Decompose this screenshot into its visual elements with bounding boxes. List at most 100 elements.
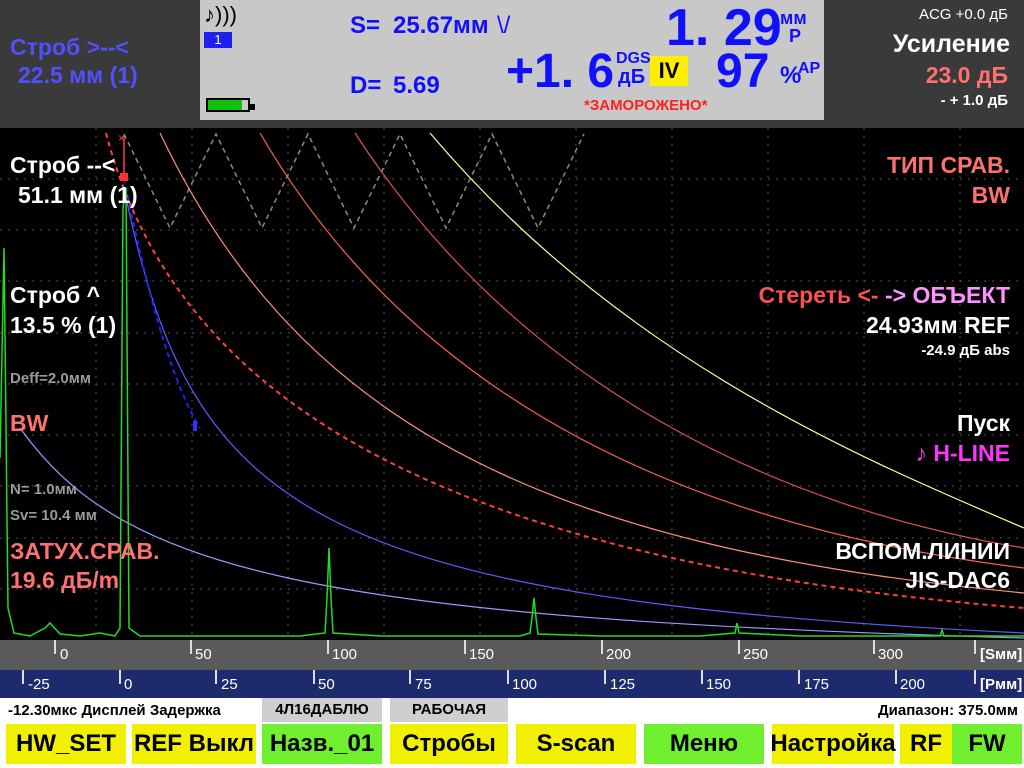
dac-curve-yellow [429,132,1024,529]
r-tick [313,670,315,684]
ref-off-button[interactable]: REF Выкл [132,724,256,764]
dgs-db-unit: дБ [618,66,646,88]
s-arrow: \/ [497,12,511,39]
acg-readout: ACG +0.0 дБ [918,6,1008,23]
s-tick-label: 300 [878,646,904,663]
r-tick [604,670,606,684]
attenuation-value: 19.6 дБ/m [10,567,120,593]
r-unit-label: [Рмм] [980,676,1023,693]
gate-a-label: Строб >--< [10,34,129,60]
s-tick-label: 50 [195,646,212,663]
s-label: S= [350,12,381,39]
sound-icon[interactable]: ♪))) [204,2,237,27]
channel-indicator: 1 [204,32,232,48]
r-tick-label: 25 [221,676,238,693]
r-tick [119,670,121,684]
delay-readout: -12.30мкс Дисплей Задержка [8,702,221,719]
s-tick [464,640,466,654]
s-tick-label: 250 [743,646,769,663]
gate-c-label: Строб ^ [10,282,101,308]
range-readout: Диапазон: 375.0мм [877,702,1018,719]
erase-object-control[interactable]: Стереть <- -> ОБЪЕКТ [758,282,1010,309]
s-tick-label: 200 [606,646,632,663]
rf-button[interactable]: RF [900,724,952,764]
s-distance-scale: 0 50 100 150 200 250 300 [Sмм] [0,640,1024,670]
s-tick [974,640,976,654]
menu-button[interactable]: Меню [644,724,764,764]
r-tick-label: 100 [512,676,538,693]
dac-curve-red-dashed [105,132,1024,609]
bw-label: BW [10,410,49,436]
r-tick [895,670,897,684]
dac-curve-orange [159,132,1024,594]
dgs-value: +1. 6 [506,45,615,98]
amplitude-value: 97 [716,45,770,98]
r-tick-label: -25 [28,676,50,693]
grid-lines [0,128,1024,640]
iv-badge: IV [650,56,688,86]
dac-curve-red-3 [354,132,1024,549]
gates-button[interactable]: Стробы [390,724,508,764]
beam-path-zigzag [123,132,585,230]
ref-abs-readout: -24.9 дБ abs [921,342,1010,359]
r-tick-label: 0 [124,676,133,693]
a-scan-plot[interactable]: × [0,128,1024,640]
s-tick-label: 150 [469,646,495,663]
gain-value[interactable]: 23.0 дБ [925,62,1008,88]
s-scan-button[interactable]: S-scan [516,724,636,764]
r-tick [22,670,24,684]
r-tick [798,670,800,684]
function-key-bar: -12.30мкс Дисплей Задержка 4Л16ДАБЛЮ РАБ… [0,698,1024,768]
r-tick [507,670,509,684]
r-tick [215,670,217,684]
r-tick [974,670,976,684]
probe-name: 4Л16ДАБЛЮ [262,698,382,722]
gate-marker-blue [193,421,197,431]
depth-unit: мм [780,8,807,28]
dac-curve-blue-2 [19,427,1024,639]
hw-set-button[interactable]: HW_SET [6,724,126,764]
compare-type-value[interactable]: BW [971,182,1010,208]
aux-lines-label[interactable]: ВСПОМ.ЛИНИИ [835,538,1010,564]
r-tick [701,670,703,684]
name-button[interactable]: Назв._01 [262,724,382,764]
measurement-readout: ♪))) 1 S= 25.67мм \/ D= 5.69 1. 29 мм P … [200,0,824,120]
battery-tip [250,104,255,110]
r-tick-label: 125 [610,676,636,693]
depth-value: 1. 29 [666,0,782,57]
depth-unit-p: P [789,26,802,46]
start-label[interactable]: Пуск [956,410,1010,436]
s-tick-label: 100 [332,646,358,663]
s-value: 25.67мм [393,12,489,39]
s-tick [327,640,329,654]
d-value: 5.69 [393,72,440,99]
aux-lines-value[interactable]: JIS-DAC6 [905,567,1010,593]
dac-curve-blue-dashed [123,177,201,429]
s-tick [601,640,603,654]
setup-button[interactable]: Настройка [770,724,896,764]
dac-curve-blue-1 [123,187,1024,634]
gain-title[interactable]: Усиление [892,30,1010,58]
compare-type-label[interactable]: ТИП СРАВ. [886,152,1010,178]
gate-c-value: 13.5 % (1) [10,312,117,338]
r-tick [409,670,411,684]
n-readout: N= 1.0мм [10,481,77,498]
r-tick-label: 175 [804,676,830,693]
r-distance-scale: -25 0 25 50 75 100 125 150 175 200 [Рмм] [0,670,1024,698]
r-tick-label: 50 [318,676,335,693]
r-tick-label: 75 [415,676,432,693]
attenuation-label: ЗАТУХ.СРАВ. [10,538,160,564]
mode-name: РАБОЧАЯ [390,698,508,722]
gate-b-value: 51.1 мм (1) [18,182,138,208]
fw-button[interactable]: FW [952,724,1022,764]
gain-step[interactable]: - + 1.0 дБ [940,92,1008,109]
gate-marker-x: × [118,131,125,145]
deff-readout: Deff=2.0мм [10,370,91,387]
amplitude-sup: AP [798,60,821,77]
dgs-unit: DGS [616,50,651,67]
r-tick-label: 150 [706,676,732,693]
battery-icon [206,98,250,112]
s-tick [738,640,740,654]
hline-label[interactable]: ♪ H-LINE [915,440,1010,466]
s-tick [873,640,875,654]
